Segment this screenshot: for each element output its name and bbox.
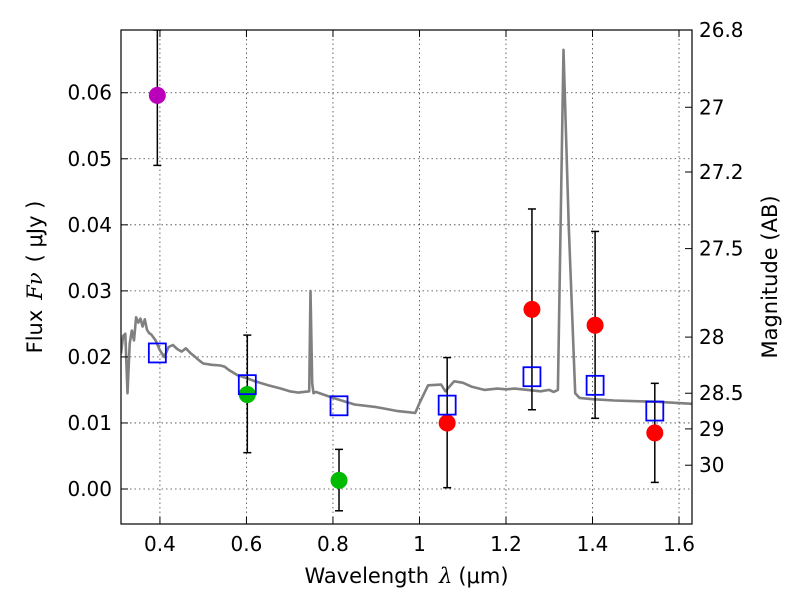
model-phot-point — [585, 374, 605, 396]
mag-tick-label: 28.5 — [699, 381, 744, 405]
model-spectrum-line — [121, 48, 692, 415]
mag-tick-label: 27.5 — [699, 237, 744, 261]
x-tick-label: 0.8 — [317, 532, 349, 556]
mag-tick-label: 30 — [699, 453, 724, 477]
model-phot-point — [522, 366, 542, 388]
data-point — [148, 86, 166, 104]
data-point — [438, 414, 456, 432]
model-phot-point — [237, 374, 257, 396]
y-tick-label: 0.06 — [67, 81, 112, 105]
data-point — [330, 471, 348, 489]
data-point — [646, 424, 664, 442]
y-tick-label: 0.00 — [67, 477, 112, 501]
model-phot-point — [147, 342, 167, 364]
x-tick-label: 1.6 — [663, 532, 695, 556]
y-axis-label: FluxFν( μJy ) — [23, 201, 47, 354]
x-axis-label: Wavelength λ (μm) — [304, 564, 508, 588]
mag-tick-label: 27.2 — [699, 160, 744, 184]
data-point — [586, 316, 604, 334]
x-tick-label: 1.2 — [490, 532, 522, 556]
mag-tick-label: 28 — [699, 325, 724, 349]
y-tick-label: 0.04 — [67, 213, 112, 237]
y2-axis-label: Magnitude (AB) — [758, 195, 782, 358]
x-tick-label: 1 — [413, 532, 426, 556]
plot-frame — [120, 29, 693, 525]
axes: 0.4 0.6 0.8 1 1.2 1.4 1.6 0.00 0.01 0.02 0.03 0.04 0… — [67, 18, 743, 556]
x-tick-label: 0.6 — [231, 532, 263, 556]
data-markers — [147, 86, 665, 489]
x-tick-label: 0.4 — [144, 532, 176, 556]
x-tick-label: 1.4 — [577, 532, 609, 556]
error-bars — [153, 30, 659, 512]
mag-tick-label: 29 — [699, 417, 724, 441]
model-phot-point — [329, 395, 349, 417]
y-tick-label: 0.03 — [67, 279, 112, 303]
mag-tick-label: 27 — [699, 95, 724, 119]
mag-tick-label: 26.8 — [699, 18, 744, 42]
y-tick-label: 0.05 — [67, 147, 112, 171]
model-phot-point — [645, 400, 665, 422]
model-phot-point — [437, 394, 457, 416]
data-point — [523, 300, 541, 318]
y-tick-label: 0.02 — [67, 345, 112, 369]
grid — [121, 30, 692, 524]
y-tick-label: 0.01 — [67, 411, 112, 435]
model-spectrum — [121, 48, 692, 415]
